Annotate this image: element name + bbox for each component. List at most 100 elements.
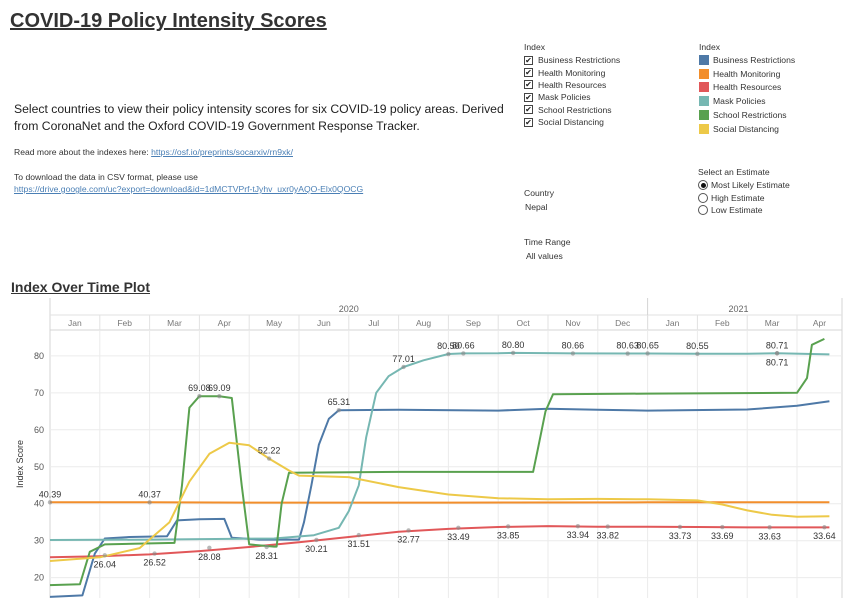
month-tick-label: Jun (317, 318, 331, 328)
legend-swatch (699, 123, 709, 134)
data-label: 40.37 (138, 489, 161, 499)
legend-item[interactable]: Health Resources (699, 81, 795, 95)
month-tick-label: Apr (813, 318, 826, 328)
estimate-option[interactable]: Low Estimate (698, 204, 790, 217)
data-label: 33.94 (567, 530, 590, 540)
data-point-marker (446, 351, 451, 357)
legend-item[interactable]: School Restrictions (699, 108, 795, 122)
data-label: 80.71 (766, 357, 789, 367)
country-filter: Country Nepal (524, 188, 554, 212)
data-label: 33.85 (497, 530, 520, 540)
data-label: 26.52 (143, 558, 166, 568)
legend-swatch (699, 96, 709, 107)
estimate-options: Most Likely Estimate High Estimate Low Est… (698, 179, 790, 217)
checkbox[interactable]: ✔ (524, 68, 533, 78)
data-point-marker (720, 524, 725, 530)
data-point-marker (695, 351, 700, 357)
series-line[interactable] (49, 441, 830, 562)
series-line[interactable] (49, 351, 830, 541)
data-point-marker (575, 523, 581, 529)
index-legend: Index Business Restrictions Health Monito… (699, 42, 795, 136)
read-more-line: Read more about the indexes here: https:… (14, 147, 293, 157)
data-point-marker (822, 525, 827, 530)
month-tick-label: Aug (416, 318, 431, 328)
index-filter-item[interactable]: ✔ Health Monitoring (524, 66, 620, 78)
data-point-marker (264, 544, 269, 550)
estimate-option[interactable]: High Estimate (698, 192, 790, 205)
radio-button[interactable] (698, 180, 708, 191)
data-point-marker (147, 500, 152, 505)
index-filter-item[interactable]: ✔ Social Distancing (524, 116, 620, 128)
download-link[interactable]: https://drive.google.com/uc?export=downl… (14, 184, 364, 194)
data-label: 30.21 (305, 544, 328, 554)
index-filter-item[interactable]: ✔ Business Restrictions (524, 54, 620, 66)
legend-item[interactable]: Health Monitoring (699, 67, 795, 81)
legend-label: Business Restrictions (713, 54, 796, 65)
data-point-marker (356, 532, 361, 538)
legend-label: Mask Policies (713, 96, 766, 107)
estimate-option[interactable]: Most Likely Estimate (698, 179, 790, 192)
data-label: 69.09 (208, 383, 231, 393)
estimate-selector: Select an Estimate Most Likely Estimate H… (698, 167, 790, 217)
index-filter-label: Health Monitoring (538, 67, 606, 78)
index-filter-label: School Restrictions (538, 104, 612, 115)
y-tick-label: 20 (34, 573, 44, 583)
data-label: 28.31 (255, 551, 278, 561)
data-label: 80.65 (636, 340, 659, 350)
data-point-marker (152, 551, 157, 556)
checkbox[interactable]: ✔ (524, 105, 533, 115)
month-tick-label: Jul (368, 318, 379, 328)
data-point-marker (47, 500, 53, 505)
read-more-link[interactable]: https://osf.io/preprints/socarxiv/rn9xk/ (151, 147, 293, 157)
month-tick-label: Dec (615, 318, 631, 328)
month-tick-label: Feb (715, 318, 730, 328)
data-label: 80.71 (766, 340, 789, 350)
checkbox[interactable]: ✔ (524, 92, 533, 102)
month-tick-label: Sep (466, 318, 481, 328)
series-line[interactable] (49, 400, 830, 598)
time-range-title: Time Range (524, 237, 571, 247)
legend-item[interactable]: Mask Policies (699, 94, 795, 108)
legend-swatch (699, 68, 709, 79)
series-line[interactable] (49, 525, 830, 559)
checkbox[interactable]: ✔ (524, 80, 533, 90)
radio-button[interactable] (698, 192, 708, 203)
data-label: 80.66 (562, 340, 585, 350)
legend-item[interactable]: Social Distancing (699, 122, 795, 136)
data-label: 80.66 (452, 340, 475, 350)
legend-label: Health Resources (713, 82, 782, 93)
data-label: 31.51 (347, 539, 370, 549)
data-label: 80.80 (502, 340, 525, 350)
index-filter-item[interactable]: ✔ Health Resources (524, 79, 620, 91)
data-label: 26.04 (94, 559, 117, 569)
month-tick-label: May (266, 318, 283, 328)
data-label: 69.08 (188, 383, 211, 393)
radio-button[interactable] (698, 205, 708, 216)
read-more-prefix: Read more about the indexes here: (14, 147, 152, 157)
index-filter-list: ✔ Business Restrictions ✔ Health Monitoring… (524, 54, 620, 128)
description-text: Select countries to view their policy in… (14, 102, 504, 133)
time-range-value[interactable]: All values (526, 251, 563, 261)
data-label: 40.39 (39, 489, 62, 499)
index-filter-label: Mask Policies (538, 92, 591, 103)
data-point-marker (217, 394, 222, 399)
data-point-marker (461, 351, 466, 356)
data-label: 65.31 (328, 397, 351, 407)
country-filter-value[interactable]: Nepal (525, 202, 548, 212)
download-prefix: To download the data in CSV format, plea… (14, 172, 198, 182)
index-filter-item[interactable]: ✔ Mask Policies (524, 91, 620, 103)
data-point-marker (456, 525, 461, 531)
series-line[interactable] (49, 337, 825, 587)
estimate-option-label: Low Estimate (711, 205, 763, 216)
checkbox[interactable]: ✔ (524, 55, 533, 65)
legend-item[interactable]: Business Restrictions (699, 53, 795, 67)
country-filter-title: Country (524, 188, 555, 198)
legend-label: Health Monitoring (713, 68, 781, 79)
data-point-marker (401, 364, 406, 370)
index-filter-item[interactable]: ✔ School Restrictions (524, 104, 620, 116)
time-range-filter: Time Range All values (524, 237, 571, 261)
checkbox[interactable]: ✔ (524, 117, 533, 127)
data-label: 77.01 (392, 354, 415, 364)
data-point-marker (645, 351, 650, 356)
data-label: 28.08 (198, 552, 221, 562)
